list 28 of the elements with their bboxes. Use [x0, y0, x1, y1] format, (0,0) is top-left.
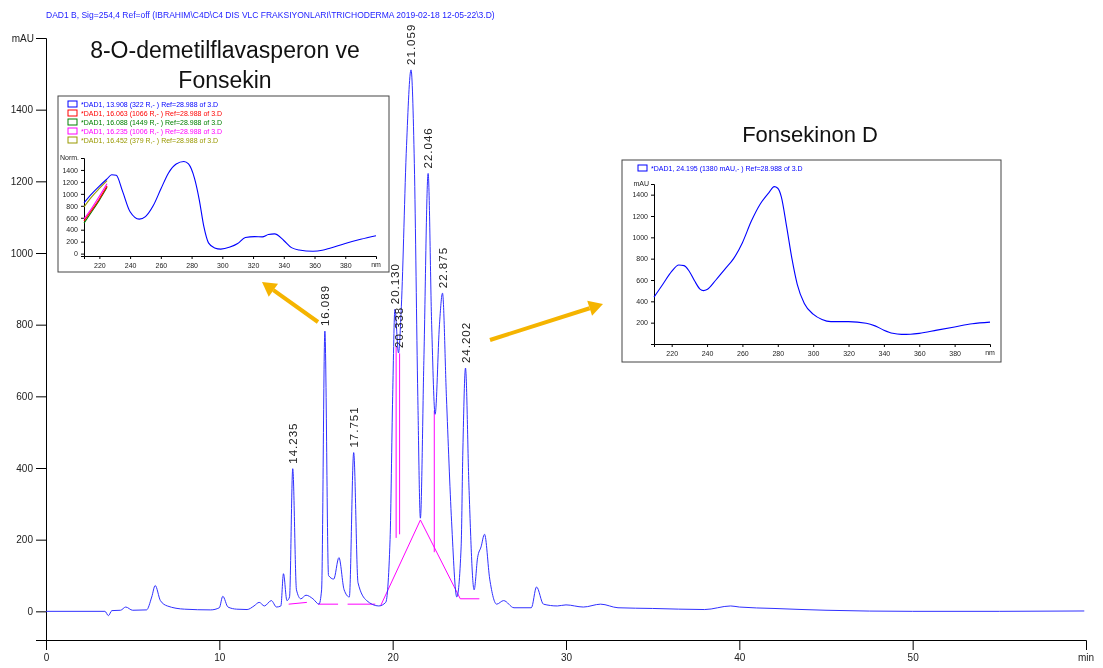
annotation: 24.202 [459, 321, 472, 364]
x-tick-label: 30 [560, 652, 573, 663]
y-tick-label: 400 [16, 462, 34, 474]
x-tick-label: 10 [214, 652, 226, 663]
annotation: 17.751 [347, 406, 360, 448]
x-tick-label: 20 [387, 652, 400, 663]
x-tick-label: 40 [734, 652, 746, 663]
y-axis-title: mAU [11, 32, 34, 44]
y-tick-label: 800 [16, 319, 34, 331]
x-tick-label: 0 [43, 652, 50, 663]
annotation: 22.046 [422, 127, 435, 169]
annotation: 22.875 [436, 246, 449, 289]
annotation: 16.089 [318, 284, 331, 327]
x-tick-label: 50 [907, 652, 920, 663]
annotation: 21.059 [405, 23, 418, 65]
y-tick-label: 0 [27, 606, 34, 618]
y-tick-label: 1000 [10, 247, 34, 259]
annotation: 20.338 [392, 306, 405, 348]
y-tick-label: 1400 [10, 104, 34, 116]
chart-title: 8-O-demetilflavasperon ve Fonsekin [90, 37, 360, 93]
chart-title: DAD1 B, Sig=254,4 Ref=off (IBRAHIM\C4D\C4 DIS VLC FRAKSIYONLARI\TRICHODERMA 2019-02-18 12-05-22\3.D) [46, 10, 495, 20]
y-tick-label: 200 [16, 534, 34, 546]
x-axis-title: min [1077, 652, 1095, 663]
y-tick-label: 600 [16, 391, 34, 403]
annotation: 20.130 [388, 263, 401, 305]
chart-title: Fonsekinon D [742, 122, 878, 147]
y-tick-label: 1200 [10, 176, 34, 188]
annotation: 14.235 [286, 422, 299, 464]
